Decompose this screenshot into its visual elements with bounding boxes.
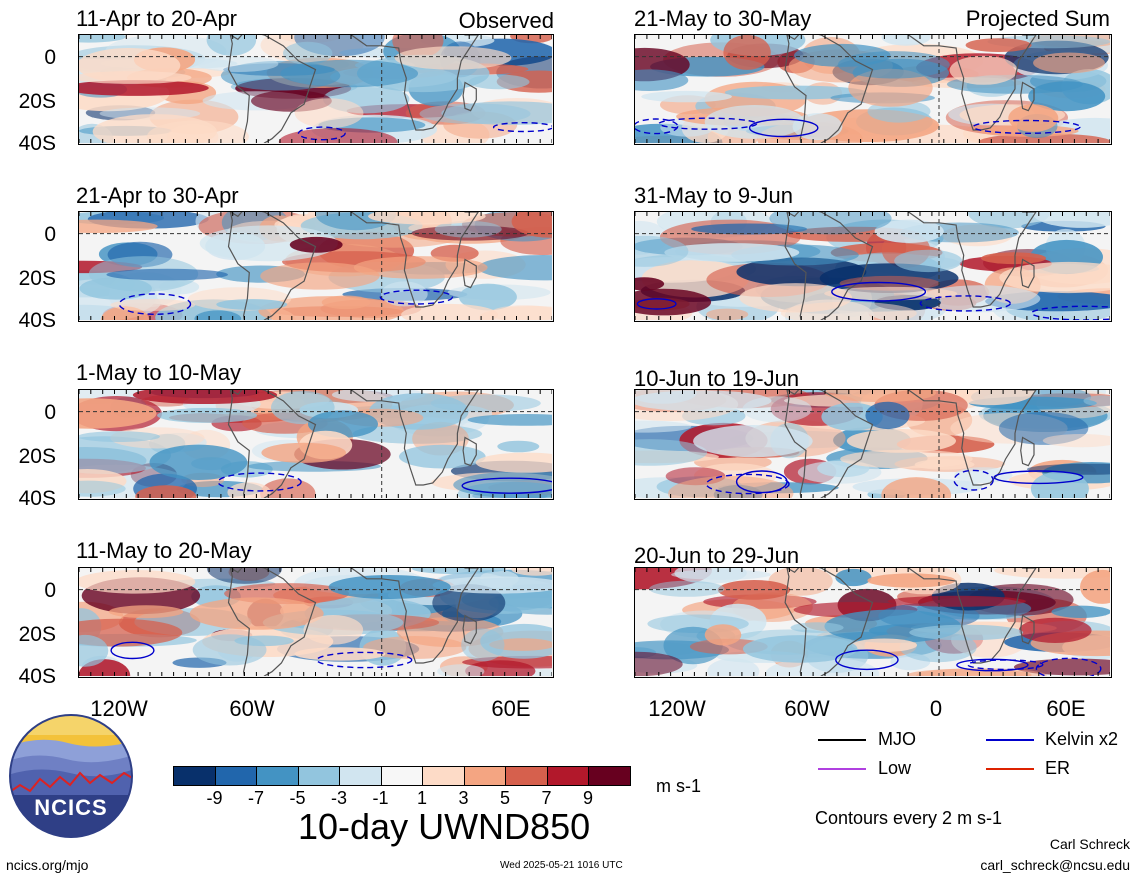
map-panel-projected-1 — [634, 34, 1112, 145]
colorbar-swatch — [256, 766, 299, 786]
map-panel-projected-3 — [634, 389, 1112, 500]
colorbar-tick-label: 7 — [541, 788, 552, 808]
panel-title-6: 31-May to 9-Jun — [634, 183, 793, 208]
map-panel-observed-1 — [78, 34, 554, 145]
lat-label-0: 0 — [44, 579, 56, 602]
uwnd-anomaly-field — [635, 212, 1110, 320]
map-panel-observed-4 — [78, 567, 554, 678]
panel-title-1: 11-Apr to 20-Apr — [76, 6, 238, 31]
lat-label-20s: 20S — [18, 90, 56, 113]
map-panel-projected-2 — [634, 211, 1112, 322]
colorbar-swatch — [505, 766, 548, 786]
colorbar-swatch — [339, 766, 382, 786]
panel-title-4: 11-May to 20-May — [76, 538, 252, 563]
lon-label-120w: 120W — [648, 696, 706, 721]
lat-label-0: 0 — [44, 46, 56, 69]
lat-label-40s: 40S — [18, 665, 56, 688]
lat-label-40s: 40S — [18, 487, 56, 510]
lon-label-60w: 60W — [229, 696, 275, 721]
legend-line-mjo — [818, 739, 866, 741]
lon-label-0: 0 — [373, 696, 387, 721]
lon-label-60e: 60E — [1046, 696, 1086, 721]
legend-line-er — [986, 768, 1034, 770]
colorbar-swatch — [297, 766, 340, 786]
colorbar-swatch — [173, 766, 216, 786]
lon-label-60w: 60W — [784, 696, 830, 721]
colorbar-tick-label: -1 — [372, 788, 389, 808]
figure-title: 10-day UWND850 — [298, 806, 591, 847]
panel-tag-observed: Observed — [458, 8, 554, 33]
panel-title-7: 10-Jun to 19-Jun — [634, 366, 800, 391]
lat-label-20s: 20S — [18, 623, 56, 646]
colorbar-units: m s-1 — [656, 776, 701, 796]
colorbar-swatch — [463, 766, 506, 786]
panel-title-3: 1-May to 10-May — [76, 360, 242, 385]
lat-label-40s: 40S — [18, 309, 56, 332]
colorbar-tick-label: 5 — [499, 788, 510, 808]
legend-label-low: Low — [878, 758, 912, 778]
uwnd-anomaly-field — [79, 568, 552, 676]
footer-email: carl_schreck@ncsu.edu — [980, 857, 1130, 873]
map-panel-projected-4 — [634, 567, 1112, 678]
map-panel-observed-3 — [78, 389, 554, 500]
lon-label-60e: 60E — [491, 696, 531, 721]
colorbar-tick-label: 3 — [458, 788, 469, 808]
colorbar-tick-label: 9 — [582, 788, 593, 808]
legend-label-mjo: MJO — [878, 729, 916, 749]
uwnd-anomaly-field — [79, 390, 552, 498]
panel-title-5: 21-May to 30-May — [634, 6, 812, 31]
colorbar-tick-label: 1 — [416, 788, 427, 808]
uwnd-anomaly-field — [79, 212, 552, 320]
panel-title-8: 20-Jun to 29-Jun — [634, 543, 800, 568]
uwnd-anomaly-field — [635, 568, 1110, 676]
colorbar-swatch — [214, 766, 257, 786]
lat-label-0: 0 — [44, 401, 56, 424]
lon-label-120w: 120W — [90, 696, 148, 721]
map-panel-observed-2 — [78, 211, 554, 322]
legend-label-kelvin: Kelvin x2 — [1045, 729, 1119, 749]
colorbar-tick-label: -3 — [330, 788, 347, 808]
uwnd-anomaly-field — [635, 35, 1110, 143]
footer-author: Carl Schreck — [1049, 836, 1130, 852]
colorbar-swatch — [380, 766, 423, 786]
lat-label-0: 0 — [44, 223, 56, 246]
colorbar-swatch — [422, 766, 465, 786]
legend-label-er: ER — [1045, 758, 1071, 778]
colorbar-swatch — [546, 766, 589, 786]
contour-note: Contours every 2 m s-1 — [815, 808, 1003, 828]
colorbar-tick-label: -7 — [247, 788, 264, 808]
colorbar-tick-label: -5 — [289, 788, 306, 808]
ncics-logo-text: NCICS — [34, 795, 108, 820]
legend-line-kelvin — [986, 739, 1034, 741]
panel-title-2: 21-Apr to 30-Apr — [76, 183, 239, 208]
footer-url: ncics.org/mjo — [6, 857, 89, 873]
ncics-logo-icon: NCICS — [8, 713, 134, 839]
lon-label-0: 0 — [929, 696, 943, 721]
colorbar-tick-label: -9 — [206, 788, 223, 808]
panel-tag-projected: Projected Sum — [965, 6, 1110, 31]
uwnd-anomaly-field — [79, 35, 552, 143]
lat-label-40s: 40S — [18, 132, 56, 155]
footer-timestamp: Wed 2025-05-21 1016 UTC — [500, 860, 623, 871]
lat-label-20s: 20S — [18, 267, 56, 290]
uwnd-anomaly-field — [635, 390, 1110, 498]
legend-line-low — [818, 768, 866, 770]
lat-label-20s: 20S — [18, 445, 56, 468]
colorbar-swatch — [588, 766, 631, 786]
